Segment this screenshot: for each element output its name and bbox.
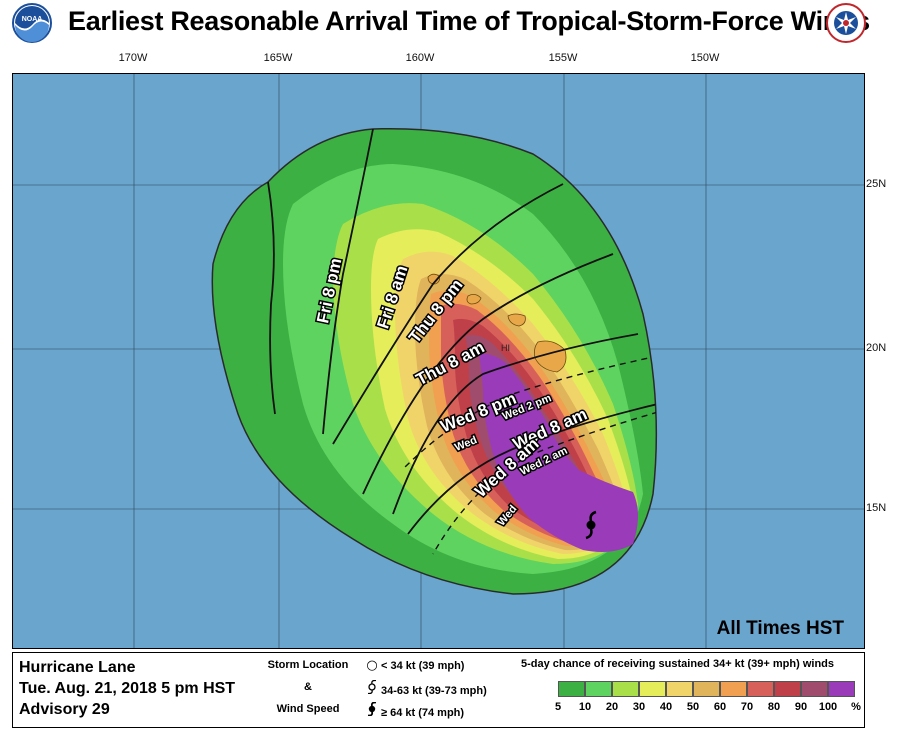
storm-location-amp: & <box>304 681 312 693</box>
advisory-datetime: Tue. Aug. 21, 2018 5 pm HST <box>19 680 236 697</box>
probability-label: 80 <box>767 701 781 713</box>
map-canvas: Fri 8 pm Fri 8 am Thu 8 pm Thu 8 am Wed … <box>13 74 864 648</box>
probability-swatch-80 <box>774 681 801 697</box>
legend-item-label: < 34 kt (39 mph) <box>381 660 465 672</box>
island-hawaii <box>534 340 567 373</box>
probability-label: 5 <box>554 701 562 713</box>
storm-info: Hurricane Lane Tue. Aug. 21, 2018 5 pm H… <box>19 657 235 720</box>
lon-tick-label: 165W <box>263 52 293 64</box>
legend-item-label: 34-63 kt (39-73 mph) <box>381 685 487 697</box>
svg-text:NOAA: NOAA <box>22 16 43 23</box>
tropical-storm-icon <box>365 679 379 698</box>
probability-swath <box>211 127 658 595</box>
isochrone-thu-8am <box>362 253 614 495</box>
header: NOAA Earliest Reasonable Arrival Time of… <box>0 0 897 46</box>
probability-swatch-70 <box>747 681 774 697</box>
probability-unit: % <box>851 701 861 713</box>
probability-swatch-40 <box>666 681 693 697</box>
lat-tick-label: 20N <box>866 342 887 354</box>
lat-tick-label: 15N <box>866 502 887 514</box>
advisory-number: Advisory 29 <box>19 701 110 718</box>
probability-label: 40 <box>659 701 673 713</box>
legend-item-hurricane: ≥ 64 kt (74 mph) <box>365 701 465 720</box>
probability-label: 30 <box>632 701 646 713</box>
lon-tick-label: 150W <box>690 52 720 64</box>
isochrone-lines <box>267 128 657 535</box>
legend-item-low: ○ < 34 kt (39 mph) <box>365 658 464 673</box>
legend-panel: Hurricane Lane Tue. Aug. 21, 2018 5 pm H… <box>12 652 865 728</box>
isochrone-wed-2am <box>432 411 657 555</box>
probability-label: 10 <box>578 701 592 713</box>
wind-speed-title: Wind Speed <box>276 703 340 715</box>
probability-swatch-20 <box>612 681 639 697</box>
isochrone-fri-8pm <box>267 181 276 415</box>
longitude-axis: 170W 165W 160W 155W 150W <box>0 48 897 70</box>
island-kauai <box>427 273 440 285</box>
page-title: Earliest Reasonable Arrival Time of Trop… <box>68 6 870 36</box>
hurricane-icon <box>365 701 379 720</box>
isochrone-fri-8am <box>322 128 374 435</box>
probability-label: 60 <box>713 701 727 713</box>
probability-label: 90 <box>794 701 808 713</box>
storm-name: Hurricane Lane <box>19 659 136 676</box>
lon-tick-label: 160W <box>405 52 435 64</box>
isochrone-dashed-lines <box>402 355 657 555</box>
probability-swatch-100 <box>828 681 855 697</box>
storm-location-title: Storm Location <box>267 659 349 671</box>
probability-swatch-5 <box>558 681 585 697</box>
place-label-hi: HI <box>501 343 510 353</box>
probability-swatch-10 <box>585 681 612 697</box>
map-panel[interactable]: Fri 8 pm Fri 8 am Thu 8 pm Thu 8 am Wed … <box>12 73 865 649</box>
probability-label: 20 <box>605 701 619 713</box>
probability-swatch-30 <box>639 681 666 697</box>
probability-swatch-50 <box>693 681 720 697</box>
lon-tick-label: 170W <box>118 52 148 64</box>
isochrone-wed-2pm <box>402 355 657 470</box>
band-100 <box>479 353 638 552</box>
isochrone-thu-8pm <box>332 183 564 445</box>
isochrone-wed-8am <box>407 403 657 535</box>
national-weather-service-logo <box>826 3 866 43</box>
island-maui <box>507 313 526 327</box>
noaa-logo: NOAA <box>12 3 52 43</box>
probability-legend-title: 5-day chance of receiving sustained 34+ … <box>521 658 834 670</box>
hurricane-icon <box>585 510 597 540</box>
probability-label: 100 <box>818 701 838 713</box>
probability-swatch-60 <box>720 681 747 697</box>
probability-swatch-90 <box>801 681 828 697</box>
island-oahu <box>466 294 482 305</box>
lon-tick-label: 155W <box>548 52 578 64</box>
probability-label: 70 <box>740 701 754 713</box>
legend-item-ts: 34-63 kt (39-73 mph) <box>365 679 487 698</box>
hawaiian-islands <box>427 273 567 373</box>
probability-label: 50 <box>686 701 700 713</box>
open-circle-icon: ○ <box>366 658 378 673</box>
legend-item-label: ≥ 64 kt (74 mph) <box>381 707 465 719</box>
time-zone-note: All Times HST <box>716 618 844 639</box>
lat-tick-label: 25N <box>866 178 887 190</box>
